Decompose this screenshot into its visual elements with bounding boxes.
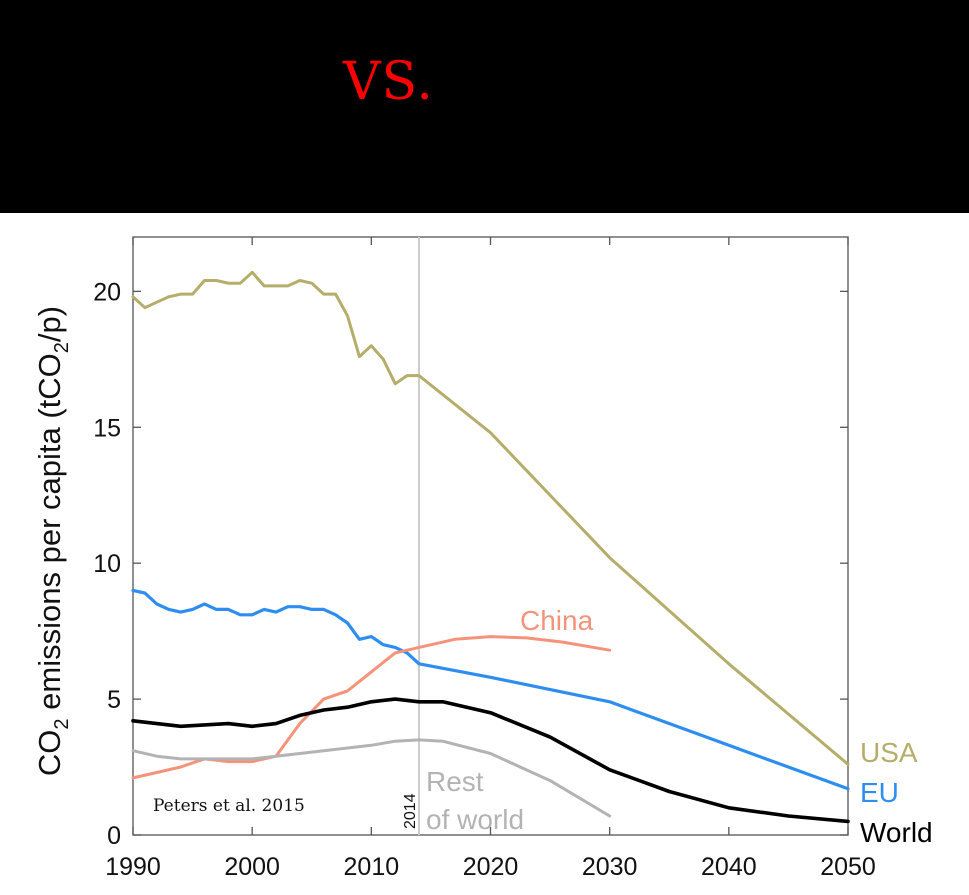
series-line-world [131, 697, 850, 824]
x-tick-label-2020: 2020 [463, 853, 519, 881]
y-tick-label-15: 15 [93, 414, 121, 442]
x-tick-label-2050: 2050 [820, 853, 876, 881]
y-tick-label-5: 5 [107, 686, 121, 714]
y-axis-label-part: 2 [51, 718, 73, 729]
plot-border [132, 236, 849, 836]
y-tick-label-0: 0 [107, 822, 121, 850]
banner-text: VS. [343, 52, 434, 112]
x-tick-label-2010: 2010 [344, 853, 400, 881]
x-tick-label-2000: 2000 [224, 853, 280, 881]
plot-frame [132, 236, 849, 836]
y-axis-label-part: /p) [32, 306, 67, 342]
y-axis-label: CO2 emissions per capita (tCO2/p) [32, 306, 73, 776]
series-label-eu: EU [860, 777, 899, 808]
labels-layer: 1990 2000 2010 2020 2030 2040 2050 0 5 10 15 20 CO2 … [32, 278, 933, 881]
series-line-china [131, 635, 612, 780]
series-label-world: World [860, 817, 933, 848]
y-tick-label-10: 10 [93, 550, 121, 578]
source-note: Peters et al. 2015 [153, 796, 305, 816]
title-banner: VS. [0, 0, 969, 213]
y-tick-label-20: 20 [93, 278, 121, 306]
series-label-usa: USA [860, 737, 918, 768]
series-layer [131, 270, 850, 824]
y-axis-label-part: 2 [51, 342, 73, 353]
y-axis-label-part: CO [32, 730, 67, 777]
series-label-rest-of-world: of world [426, 804, 524, 835]
series-label-rest-of-world: Rest [426, 766, 484, 797]
series-line-usa [131, 270, 850, 766]
series-line-eu [131, 588, 850, 791]
x-tick-label-2030: 2030 [582, 853, 638, 881]
series-label-china: China [520, 605, 594, 636]
x-tick-label-2040: 2040 [701, 853, 757, 881]
y-axis-label-part: emissions per capita (tCO [32, 353, 67, 718]
x-tick-label-1990: 1990 [105, 853, 161, 881]
series-line-rest-of-world [131, 738, 612, 818]
year-marker-label: 2014 [402, 793, 419, 829]
